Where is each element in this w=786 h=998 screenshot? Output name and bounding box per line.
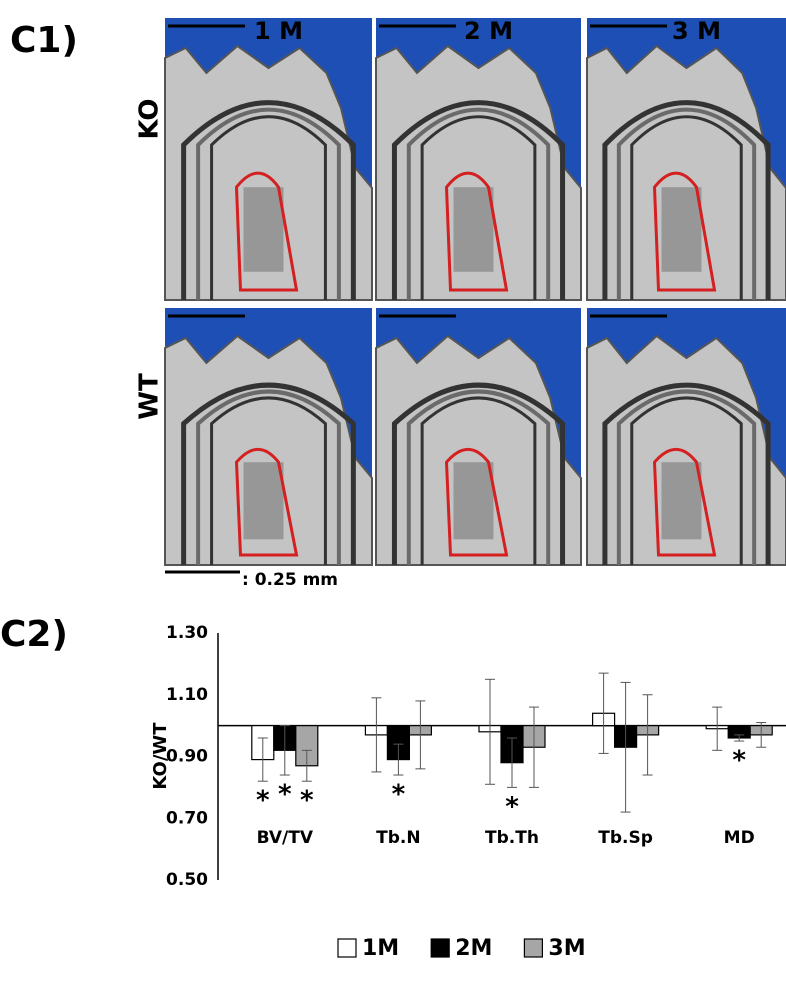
x-tick-label: Tb.N [376, 828, 420, 848]
error-bar [529, 706, 539, 788]
y-tick-label: 0.70 [166, 808, 208, 828]
error-bar [257, 737, 268, 782]
error-bar [415, 700, 426, 770]
y-tick-label: 0.50 [166, 870, 208, 890]
enamel-layer [420, 115, 537, 300]
panel-label: C1) [10, 20, 78, 61]
significance-marker: * [300, 786, 314, 816]
legend-swatch [523, 938, 544, 958]
legend-swatch [337, 938, 357, 958]
enamel-layer [630, 115, 743, 300]
x-tick-label: BV/TV [257, 828, 314, 848]
region-of-interest [652, 171, 717, 292]
image-panel [375, 18, 582, 301]
enamel-layer [181, 100, 356, 300]
significance-marker: * [278, 780, 292, 810]
legend-label: 1M [362, 936, 399, 961]
error-bar [485, 678, 495, 785]
pulp-tissue [661, 187, 702, 272]
region-of-interest [234, 447, 299, 557]
image-panel [375, 308, 582, 566]
panel-label: C2) [0, 614, 68, 655]
pulp-tissue [243, 462, 284, 540]
error-bar [642, 694, 653, 776]
image-panel [164, 308, 373, 566]
error-bar [712, 706, 723, 751]
y-tick-label: 0.90 [166, 747, 208, 767]
enamel-layer [196, 389, 341, 565]
enamel-layer [602, 382, 771, 565]
legend-label: 3M [548, 936, 585, 961]
x-tick-label: MD [724, 828, 755, 848]
error-bar [279, 725, 290, 776]
column-label: 1 M [254, 17, 303, 45]
column-label: 3 M [672, 17, 721, 45]
significance-marker: * [392, 780, 406, 810]
region-of-interest [444, 447, 509, 557]
region-of-interest [234, 171, 299, 292]
enamel-layer [420, 396, 537, 565]
significance-marker: * [256, 786, 270, 816]
column-label: 2 M [464, 17, 513, 45]
error-bar [734, 734, 745, 742]
error-bar [301, 749, 312, 782]
error-bar [507, 737, 517, 788]
tooth [375, 44, 582, 301]
enamel-layer [391, 382, 566, 565]
legend-swatch [430, 938, 450, 958]
y-axis-label: KO/WT [150, 722, 171, 790]
enamel-layer [196, 107, 341, 300]
micro-ct-panels [164, 18, 786, 566]
enamel-layer [616, 107, 757, 300]
pulp-tissue [453, 462, 494, 540]
region-of-interest [652, 447, 717, 557]
pulp-tissue [453, 187, 494, 272]
legend-label: 2M [455, 936, 492, 961]
row-label: WT [135, 373, 165, 420]
row-label: KO [135, 98, 165, 139]
error-bar [371, 697, 382, 773]
image-panel [164, 18, 373, 301]
significance-marker: * [505, 792, 519, 822]
scale-label: : 0.25 mm [242, 570, 338, 590]
y-tick-label: 1.30 [166, 623, 208, 643]
error-bar [598, 672, 609, 754]
region-of-interest [444, 171, 509, 292]
error-bar [393, 743, 404, 776]
image-panel [586, 18, 786, 301]
tooth [164, 334, 373, 566]
pulp-tissue [661, 462, 702, 540]
error-bar [756, 722, 767, 748]
enamel-layer [616, 389, 757, 565]
x-tick-label: Tb.Th [485, 828, 539, 848]
enamel-layer [210, 396, 327, 565]
tooth [586, 44, 786, 301]
tooth [586, 334, 786, 566]
error-bar [620, 681, 631, 813]
enamel-layer [391, 100, 566, 300]
enamel-layer [602, 100, 771, 300]
pulp-tissue [243, 187, 284, 272]
significance-marker: * [732, 746, 746, 776]
x-tick-label: Tb.Sp [598, 828, 653, 848]
enamel-layer [406, 389, 551, 565]
y-tick-label: 1.10 [166, 685, 208, 705]
enamel-layer [630, 396, 743, 565]
enamel-layer [406, 107, 551, 300]
enamel-layer [210, 115, 327, 300]
tooth [375, 334, 582, 566]
enamel-layer [181, 382, 356, 565]
image-panel [586, 308, 786, 566]
tooth [164, 44, 373, 301]
